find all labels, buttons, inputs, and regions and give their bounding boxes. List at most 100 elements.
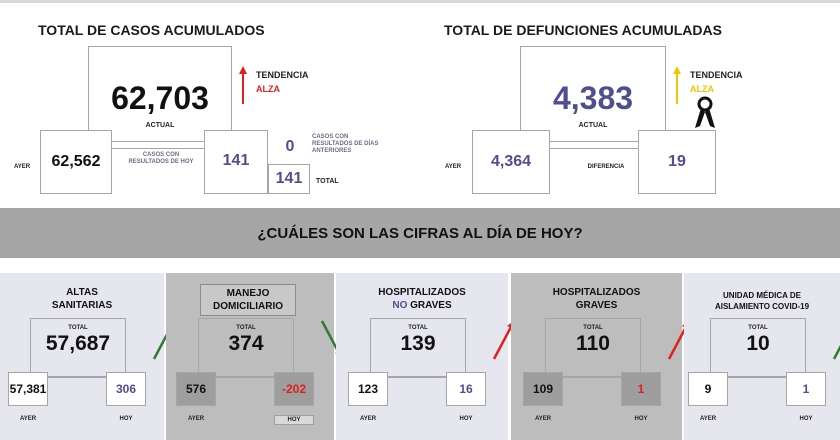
panel-title-line2: SANITARIAS [51,300,113,311]
deaths-trend-arrow-icon [673,66,681,104]
panel-total-value: 374 [228,332,264,355]
deaths-yesterday-box [472,130,550,194]
panel-yesterday-label: AYER [534,416,552,422]
cases-previous-days-value: 0 [285,138,295,155]
cases-today-box [204,130,268,194]
panel-yesterday-box [523,372,563,406]
cases-yesterday-box [40,130,112,194]
panel-total-label: TOTAL [748,325,768,331]
cases-total-label: TOTAL [316,178,339,185]
cases-today-results-label: CASOS CON RESULTADOS DE HOY [128,152,194,165]
panel-title-line2: GRAVES [575,300,618,311]
panel-today-label: HOY [119,416,133,422]
panel-today-value: 16 [459,382,473,396]
top-divider [0,0,840,3]
panel-total-box [198,318,294,378]
panel-yesterday-label: AYER [19,416,37,422]
cases-total-value: 141 [275,170,303,187]
panel-today-value: 306 [115,382,137,396]
deaths-trend-value: ALZA [690,84,714,94]
panel-connector [206,376,286,377]
panel-yesterday-label: AYER [699,416,717,422]
panel-title: UNIDAD MÉDICA DE AISLAMIENTO COVID-19 [684,290,840,312]
panel-1: MANEJO DOMICILIARIO TOTAL 374 576 AYER -202 HOY [166,273,344,440]
deaths-yesterday-value: 4,364 [490,153,532,170]
panel-total-box [710,318,806,378]
panel-title-line2: NO GRAVES [336,299,508,312]
panel-title-line1: HOSPITALIZADOS [378,287,466,298]
deaths-current-label: ACTUAL [578,122,608,129]
deaths-current-value: 4,383 [552,80,634,116]
panel-title: HOSPITALIZADOS GRAVES [511,286,682,312]
cases-trend-value: ALZA [256,84,280,94]
panel-connector [38,376,118,377]
panel-total-label: TOTAL [408,325,428,331]
panel-yesterday-box [8,372,48,406]
cases-trend-arrow-icon [239,66,247,104]
panel-yesterday-value: 57,381 [9,382,47,396]
panel-total-label: TOTAL [236,325,256,331]
panel-total-value: 139 [400,332,436,355]
panel-yesterday-box [688,372,728,406]
cases-today-value: 141 [222,152,250,169]
panel-connector [553,376,633,377]
deaths-current-box [520,46,666,142]
panel-title-rest: GRAVES [410,300,452,311]
deaths-difference-label: DIFERENCIA [587,164,625,170]
cases-title: TOTAL DE CASOS ACUMULADOS [38,22,265,38]
panel-yesterday-box [176,372,216,406]
panel-3: HOSPITALIZADOS GRAVES TOTAL 110 109 AYER 1 HOY [511,273,691,440]
panel-2: HOSPITALIZADOS NO GRAVES TOTAL 139 123 AYER 16… [336,273,516,440]
cases-yesterday-label: AYER [13,164,31,170]
cases-current-box [88,46,232,142]
panel-title-line1: HOSPITALIZADOS [552,287,641,298]
mourning-ribbon-icon [695,96,715,128]
question-banner-text: ¿CUÁLES SON LAS CIFRAS AL DÍA DE HOY? [257,225,583,242]
panel-today-box [786,372,826,406]
panel-total-box [545,318,641,378]
panel-yesterday-value: 576 [185,382,207,396]
panel-title: ALTAS SANITARIAS [0,286,164,312]
panel-title-prefix: NO [392,300,408,311]
panel-title-line2: DOMICILIARIO [213,301,283,312]
panel-yesterday-box [348,372,388,406]
panel-total-label: TOTAL [583,325,603,331]
cases-yesterday-value: 62,562 [51,153,101,170]
panel-today-value: -202 [281,382,307,396]
deaths-trend-label: TENDENCIA [690,70,743,80]
deaths-difference-value: 19 [668,153,686,170]
panel-total-label: TOTAL [68,325,88,331]
panel-0: ALTAS SANITARIAS TOTAL 57,687 57,381 AYER 306 H… [0,273,176,440]
deaths-title: TOTAL DE DEFUNCIONES ACUMULADAS [444,22,722,38]
panel-title-line1: ALTAS [66,287,98,298]
panel-today-label: HOY [459,416,473,422]
cases-current-value: 62,703 [111,80,209,116]
panel-connector [378,376,458,377]
deaths-difference-box [638,130,716,194]
panel-today-label: HOY [274,415,314,425]
panel-today-label: HOY [634,416,648,422]
panel-title: HOSPITALIZADOS NO GRAVES [336,286,508,312]
panel-total-box [30,318,126,378]
deaths-yesterday-label: AYER [444,164,462,170]
panel-trend-arrow-icon [832,344,840,360]
panel-total-value: 10 [746,332,770,355]
panel-title: MANEJO DOMICILIARIO [200,284,296,316]
panel-total-box [370,318,466,378]
panel-yesterday-value: 109 [532,382,554,396]
panel-today-value: 1 [637,382,645,396]
panel-title-line1: MANEJO [226,288,270,299]
panel-total-value: 57,687 [45,332,111,355]
panel-4: UNIDAD MÉDICA DE AISLAMIENTO COVID-19 TOTA… [684,273,840,440]
cases-trend-label: TENDENCIA [256,70,309,80]
panel-yesterday-label: AYER [359,416,377,422]
panel-today-box [106,372,146,406]
cases-current-label: ACTUAL [145,122,175,129]
panel-today-box [621,372,661,406]
panel-today-value: 1 [802,382,810,396]
panel-today-label: HOY [799,416,813,422]
cases-total-box [268,164,310,194]
panel-yesterday-value: 123 [357,382,379,396]
panel-yesterday-value: 9 [704,382,712,396]
panel-connector [718,376,798,377]
